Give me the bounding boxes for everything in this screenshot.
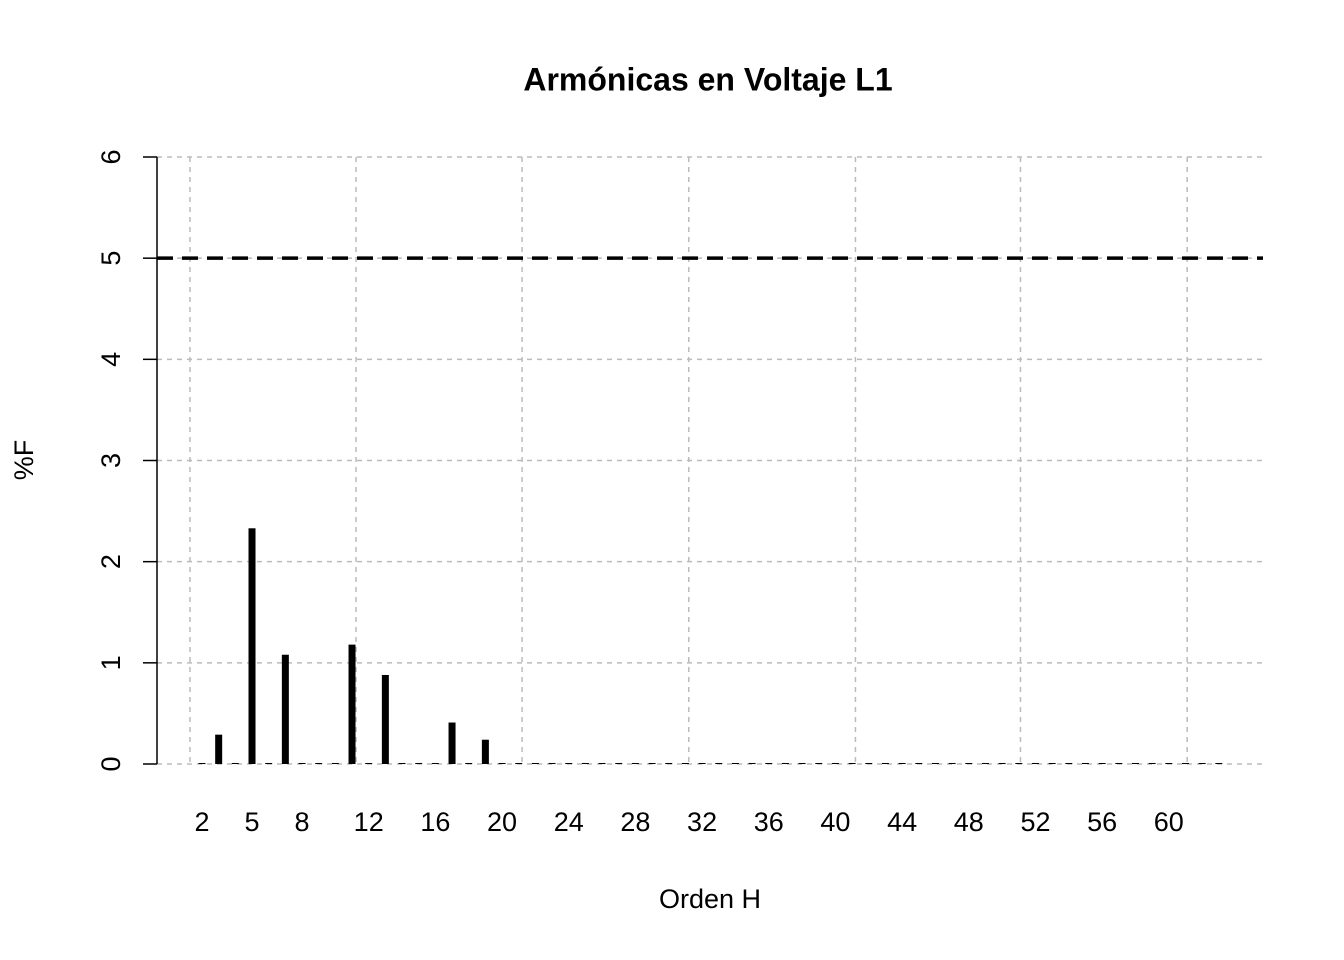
- bar: [765, 762, 773, 764]
- bar: [748, 762, 756, 764]
- bar: [1015, 762, 1023, 764]
- x-tick-label: 32: [687, 807, 717, 837]
- bar: [1115, 762, 1123, 764]
- y-axis-label: %F: [9, 440, 39, 481]
- bar: [681, 762, 689, 764]
- bar: [881, 762, 889, 764]
- bar: [331, 762, 339, 764]
- x-tick-label: 2: [194, 807, 209, 837]
- bar: [1031, 762, 1039, 764]
- bar: [281, 654, 289, 764]
- bar: [1048, 762, 1056, 764]
- bar: [898, 762, 906, 764]
- bar: [298, 762, 306, 764]
- bar: [231, 762, 239, 764]
- y-tick-label: 2: [96, 554, 126, 569]
- x-tick-label: 40: [820, 807, 850, 837]
- bar: [581, 762, 589, 764]
- bar: [1065, 762, 1073, 764]
- bar: [615, 762, 623, 764]
- bar: [731, 762, 739, 764]
- bar: [948, 762, 956, 764]
- bar: [931, 762, 939, 764]
- bar: [798, 762, 806, 764]
- y-tick-label: 4: [96, 352, 126, 367]
- chart-title: Armónicas en Voltaje L1: [523, 61, 892, 97]
- x-tick-label: 5: [244, 807, 259, 837]
- bar: [415, 762, 423, 764]
- bar: [848, 762, 856, 764]
- x-tick-label: 8: [295, 807, 310, 837]
- bar: [515, 762, 523, 764]
- y-tick-label: 1: [96, 655, 126, 670]
- bar: [215, 734, 223, 764]
- bar: [265, 762, 273, 764]
- bar: [531, 762, 539, 764]
- x-tick-label: 24: [554, 807, 584, 837]
- y-tick-label: 0: [96, 756, 126, 771]
- bar: [365, 762, 373, 764]
- bar: [1198, 762, 1206, 764]
- bar: [631, 762, 639, 764]
- bar: [1081, 762, 1089, 764]
- bar: [465, 762, 473, 764]
- x-tick-label: 44: [887, 807, 917, 837]
- x-tick-label: 28: [620, 807, 650, 837]
- bar: [831, 762, 839, 764]
- bar: [481, 739, 489, 764]
- x-tick-label: 12: [354, 807, 384, 837]
- bar: [865, 762, 873, 764]
- bar: [448, 722, 456, 764]
- y-tick-label: 5: [96, 251, 126, 266]
- x-tick-label: 16: [420, 807, 450, 837]
- x-tick-label: 20: [487, 807, 517, 837]
- bar: [915, 762, 923, 764]
- bar: [698, 762, 706, 764]
- bar: [981, 762, 989, 764]
- bar: [1165, 762, 1173, 764]
- bar: [965, 762, 973, 764]
- bar: [1131, 762, 1139, 764]
- bar: [665, 762, 673, 764]
- bar: [781, 762, 789, 764]
- bar: [1215, 762, 1223, 764]
- bar: [1098, 762, 1106, 764]
- bar: [715, 762, 723, 764]
- x-tick-label: 56: [1087, 807, 1117, 837]
- bar: [565, 762, 573, 764]
- bar: [315, 762, 323, 764]
- bar: [431, 762, 439, 764]
- y-tick-label: 6: [96, 149, 126, 164]
- bar: [648, 762, 656, 764]
- bar: [198, 762, 206, 764]
- bar: [348, 644, 356, 764]
- x-tick-label: 52: [1020, 807, 1050, 837]
- bar: [1181, 762, 1189, 764]
- bar: [598, 762, 606, 764]
- bar: [498, 762, 506, 764]
- bar: [998, 762, 1006, 764]
- x-tick-label: 60: [1154, 807, 1184, 837]
- y-tick-label: 3: [96, 453, 126, 468]
- bar: [815, 762, 823, 764]
- bar: [548, 762, 556, 764]
- bar: [1148, 762, 1156, 764]
- x-tick-label: 36: [754, 807, 784, 837]
- x-tick-label: 48: [954, 807, 984, 837]
- bar: [248, 528, 256, 764]
- bar: [381, 674, 389, 764]
- bar: [398, 762, 406, 764]
- x-axis-label: Orden H: [659, 884, 761, 914]
